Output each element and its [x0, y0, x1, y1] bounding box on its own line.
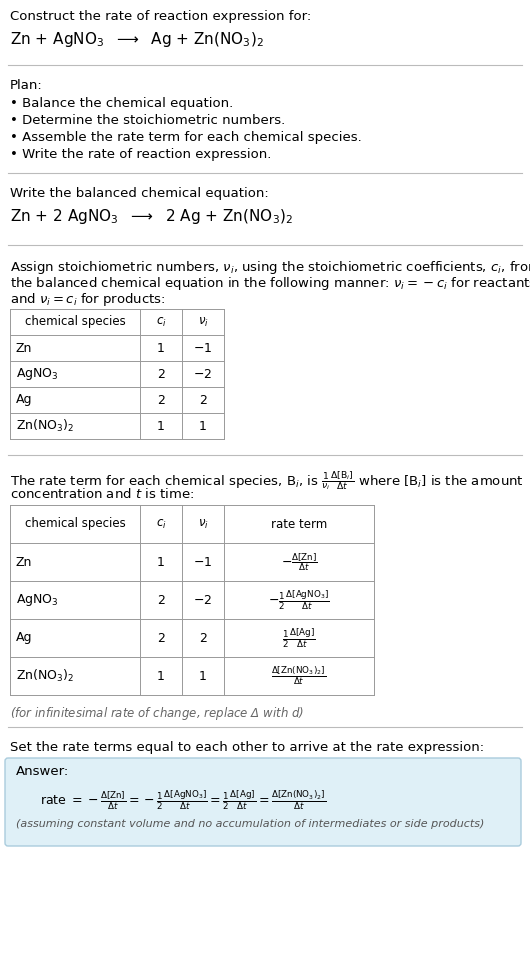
- Text: 2: 2: [199, 393, 207, 406]
- Text: • Determine the stoichiometric numbers.: • Determine the stoichiometric numbers.: [10, 114, 285, 127]
- Text: 2: 2: [157, 631, 165, 644]
- Text: $-2$: $-2$: [193, 368, 213, 381]
- Text: 1: 1: [157, 555, 165, 568]
- Text: Ag: Ag: [16, 393, 32, 406]
- Text: Write the balanced chemical equation:: Write the balanced chemical equation:: [10, 187, 269, 200]
- Text: 2: 2: [199, 631, 207, 644]
- Text: (assuming constant volume and no accumulation of intermediates or side products): (assuming constant volume and no accumul…: [16, 819, 484, 829]
- Text: $c_i$: $c_i$: [156, 517, 166, 531]
- Text: Zn + AgNO$_3$  $\longrightarrow$  Ag + Zn(NO$_3$)$_2$: Zn + AgNO$_3$ $\longrightarrow$ Ag + Zn(…: [10, 30, 264, 49]
- Text: Zn: Zn: [16, 342, 32, 354]
- Text: 2: 2: [157, 393, 165, 406]
- Text: Zn(NO$_3$)$_2$: Zn(NO$_3$)$_2$: [16, 668, 74, 684]
- Text: 1: 1: [199, 420, 207, 432]
- Text: Zn: Zn: [16, 555, 32, 568]
- Text: $-2$: $-2$: [193, 593, 213, 606]
- Text: (for infinitesimal rate of change, replace Δ with $d$): (for infinitesimal rate of change, repla…: [10, 705, 304, 722]
- Text: AgNO$_3$: AgNO$_3$: [16, 592, 59, 608]
- Text: $c_i$: $c_i$: [156, 315, 166, 329]
- Text: 1: 1: [157, 420, 165, 432]
- Text: $\frac{\Delta[\mathrm{Zn(NO_3)_2}]}{\Delta t}$: $\frac{\Delta[\mathrm{Zn(NO_3)_2}]}{\Del…: [271, 665, 326, 687]
- Text: Assign stoichiometric numbers, $\nu_i$, using the stoichiometric coefficients, $: Assign stoichiometric numbers, $\nu_i$, …: [10, 259, 530, 276]
- Text: Answer:: Answer:: [16, 765, 69, 778]
- Text: • Assemble the rate term for each chemical species.: • Assemble the rate term for each chemic…: [10, 131, 362, 144]
- Text: chemical species: chemical species: [24, 315, 126, 329]
- Text: AgNO$_3$: AgNO$_3$: [16, 366, 59, 382]
- Text: Ag: Ag: [16, 631, 32, 644]
- Text: $\frac{1}{2}\frac{\Delta[\mathrm{Ag}]}{\Delta t}$: $\frac{1}{2}\frac{\Delta[\mathrm{Ag}]}{\…: [282, 627, 316, 650]
- Text: Construct the rate of reaction expression for:: Construct the rate of reaction expressio…: [10, 10, 311, 23]
- Text: Zn(NO$_3$)$_2$: Zn(NO$_3$)$_2$: [16, 418, 74, 434]
- Text: $-\frac{1}{2}\frac{\Delta[\mathrm{AgNO_3}]}{\Delta t}$: $-\frac{1}{2}\frac{\Delta[\mathrm{AgNO_3…: [268, 589, 330, 612]
- Text: chemical species: chemical species: [24, 517, 126, 531]
- Text: Plan:: Plan:: [10, 79, 43, 92]
- Text: 1: 1: [157, 342, 165, 354]
- Text: The rate term for each chemical species, B$_i$, is $\frac{1}{\nu_i}\frac{\Delta[: The rate term for each chemical species,…: [10, 469, 524, 492]
- Text: $-\frac{\Delta[\mathrm{Zn}]}{\Delta t}$: $-\frac{\Delta[\mathrm{Zn}]}{\Delta t}$: [280, 551, 317, 573]
- Text: • Balance the chemical equation.: • Balance the chemical equation.: [10, 97, 233, 110]
- Text: 1: 1: [157, 670, 165, 682]
- Text: $\nu_i$: $\nu_i$: [198, 517, 208, 531]
- Text: rate term: rate term: [271, 517, 327, 531]
- Text: $-1$: $-1$: [193, 342, 213, 354]
- Text: Set the rate terms equal to each other to arrive at the rate expression:: Set the rate terms equal to each other t…: [10, 741, 484, 754]
- Text: the balanced chemical equation in the following manner: $\nu_i = -c_i$ for react: the balanced chemical equation in the fo…: [10, 275, 530, 292]
- Text: 2: 2: [157, 593, 165, 606]
- Text: $\nu_i$: $\nu_i$: [198, 315, 208, 329]
- Text: 1: 1: [199, 670, 207, 682]
- Text: Zn + 2 AgNO$_3$  $\longrightarrow$  2 Ag + Zn(NO$_3$)$_2$: Zn + 2 AgNO$_3$ $\longrightarrow$ 2 Ag +…: [10, 207, 293, 226]
- Text: and $\nu_i = c_i$ for products:: and $\nu_i = c_i$ for products:: [10, 291, 165, 308]
- Text: rate $= -\frac{\Delta[\mathrm{Zn}]}{\Delta t} = -\frac{1}{2}\frac{\Delta[\mathrm: rate $= -\frac{\Delta[\mathrm{Zn}]}{\Del…: [40, 789, 326, 812]
- Text: $-1$: $-1$: [193, 555, 213, 568]
- Text: concentration and $t$ is time:: concentration and $t$ is time:: [10, 487, 194, 501]
- Text: • Write the rate of reaction expression.: • Write the rate of reaction expression.: [10, 148, 271, 161]
- Text: 2: 2: [157, 368, 165, 381]
- FancyBboxPatch shape: [5, 758, 521, 846]
